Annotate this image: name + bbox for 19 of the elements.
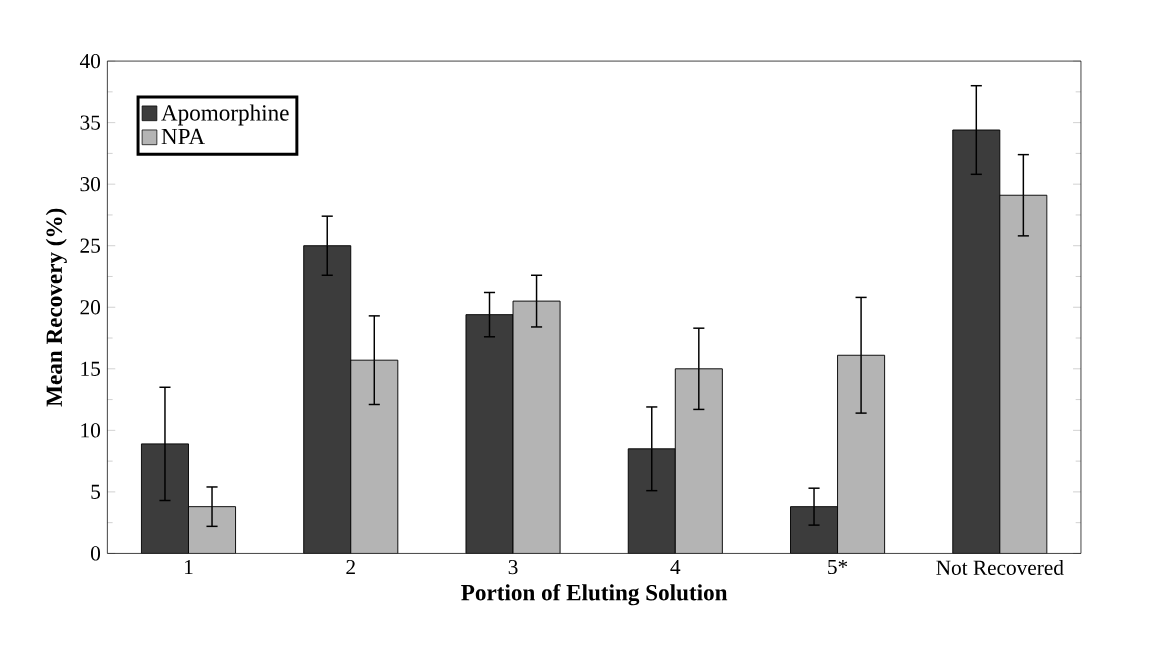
y-tick-label: 15 <box>81 361 100 376</box>
legend-label: NPA <box>161 128 205 144</box>
y-axis-title: Mean Recovery (%) <box>45 208 67 407</box>
x-tick-label: 2 <box>346 559 355 574</box>
y-tick-label: 40 <box>79 53 101 69</box>
x-axis-title: Portion of Eluting Solution <box>461 583 728 606</box>
x-tick-label: 1 <box>185 559 193 574</box>
x-tick-label: 3 <box>508 559 518 575</box>
y-tick-label: 10 <box>81 422 101 438</box>
y-tick-label: 35 <box>80 115 100 130</box>
x-tick-label: 4 <box>670 559 681 574</box>
x-tick-label: Not Recovered <box>936 559 1064 575</box>
y-tick-label: 30 <box>80 176 101 192</box>
x-tick-label: 5* <box>828 559 848 574</box>
y-tick-label: 0 <box>91 546 101 561</box>
y-tick-label: 20 <box>80 299 101 315</box>
y-tick-label: 5 <box>91 484 100 499</box>
legend-label: Apomorphine <box>161 104 289 126</box>
y-tick-label: 25 <box>80 238 100 253</box>
